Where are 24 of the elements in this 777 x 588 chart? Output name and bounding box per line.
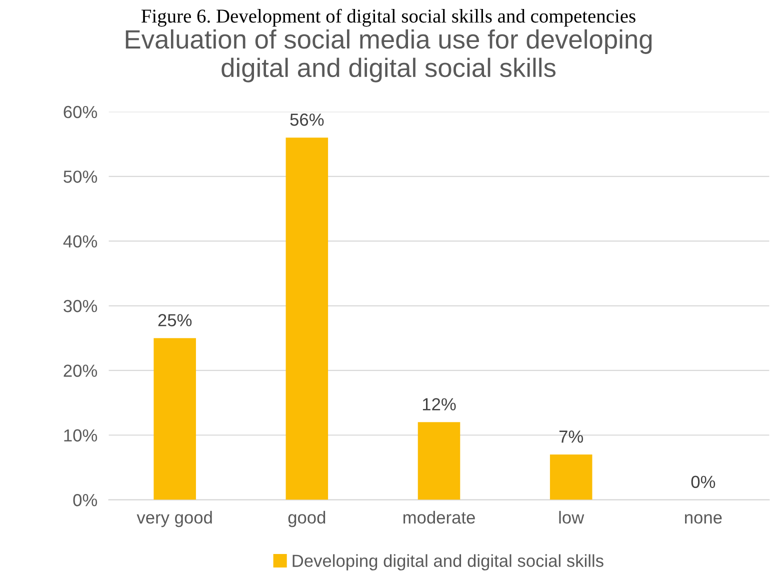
data-label: 0% xyxy=(691,476,716,488)
chart-title: Evaluation of social media use for developing digital and digital social skills xyxy=(126,29,652,82)
x-tick-label: low xyxy=(559,510,584,524)
bar xyxy=(154,338,196,500)
x-tick-label: moderate xyxy=(403,510,475,524)
x-tick-label: none xyxy=(685,514,722,524)
data-label: 25% xyxy=(158,314,192,326)
legend-label: Developing digital and digital social skills xyxy=(292,554,604,570)
y-tick-label: 20% xyxy=(64,364,98,377)
data-label: 12% xyxy=(422,398,456,410)
bar xyxy=(418,422,460,500)
x-tick-label: good xyxy=(288,510,326,528)
caption: Figure 6. Development of digital social skills and competencies xyxy=(141,8,636,27)
x-tick-label: very good xyxy=(136,510,212,528)
y-tick-label: 40% xyxy=(63,235,98,248)
data-label: 7% xyxy=(559,430,584,443)
y-tick-label: 30% xyxy=(64,300,98,312)
bar xyxy=(286,138,328,500)
bar xyxy=(550,454,592,500)
data-label: 56% xyxy=(290,114,324,126)
y-tick-label: 0% xyxy=(73,494,98,506)
y-tick-label: 60% xyxy=(64,106,98,118)
y-tick-label: 10% xyxy=(64,429,98,442)
y-tick-label: 50% xyxy=(64,170,98,183)
